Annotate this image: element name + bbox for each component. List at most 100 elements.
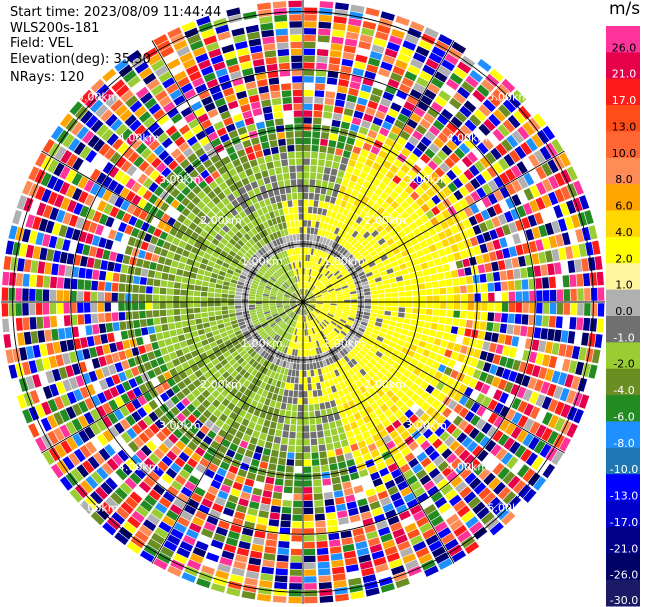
velocity-cell xyxy=(207,462,219,473)
velocity-cell xyxy=(28,230,38,244)
velocity-cell xyxy=(296,321,299,329)
velocity-cell xyxy=(203,521,216,532)
velocity-cell xyxy=(147,269,156,278)
velocity-cell xyxy=(65,472,79,487)
velocity-cell xyxy=(514,372,525,385)
velocity-cell xyxy=(342,310,350,315)
velocity-cell xyxy=(363,382,372,391)
velocity-cell xyxy=(238,54,251,64)
velocity-cell xyxy=(366,340,374,347)
velocity-cell xyxy=(146,513,161,526)
velocity-cell xyxy=(359,210,367,219)
velocity-cell xyxy=(277,336,283,343)
velocity-cell xyxy=(386,329,394,336)
velocity-cell xyxy=(516,386,527,399)
velocity-cell xyxy=(329,307,336,311)
velocity-cell xyxy=(137,198,148,209)
velocity-cell xyxy=(463,206,474,218)
velocity-cell xyxy=(84,280,92,290)
velocity-cell xyxy=(353,262,360,269)
velocity-cell xyxy=(275,429,283,437)
velocity-cell xyxy=(55,381,66,395)
velocity-cell xyxy=(228,290,236,295)
velocity-cell xyxy=(163,438,174,449)
velocity-cell xyxy=(327,232,334,240)
velocity-cell xyxy=(295,144,303,152)
velocity-cell xyxy=(173,253,182,262)
velocity-cell xyxy=(319,323,325,330)
velocity-cell xyxy=(318,284,324,289)
velocity-cell xyxy=(190,349,199,358)
velocity-cell xyxy=(283,250,288,258)
velocity-cell xyxy=(292,521,303,528)
velocity-cell xyxy=(321,268,327,275)
velocity-cell xyxy=(165,194,175,205)
velocity-cell xyxy=(214,496,226,507)
velocity-cell xyxy=(254,324,262,329)
velocity-cell xyxy=(430,378,439,388)
velocity-cell xyxy=(350,174,359,183)
velocity-cell xyxy=(365,587,380,597)
velocity-cells xyxy=(1,0,605,604)
velocity-cell xyxy=(309,186,315,193)
velocity-cell xyxy=(171,260,179,268)
velocity-cell xyxy=(214,306,222,311)
velocity-cell xyxy=(298,322,301,329)
velocity-cell xyxy=(509,149,521,163)
velocity-cell xyxy=(357,155,367,164)
velocity-cell xyxy=(102,249,111,260)
velocity-cell xyxy=(287,271,292,278)
velocity-cell xyxy=(397,540,411,551)
velocity-cell xyxy=(245,514,257,523)
velocity-cell xyxy=(399,375,408,384)
velocity-cell xyxy=(176,412,187,423)
velocity-cell xyxy=(296,335,300,343)
velocity-cell xyxy=(398,83,411,94)
velocity-cell xyxy=(340,200,347,208)
velocity-cell xyxy=(314,97,324,104)
velocity-cell xyxy=(281,338,287,346)
velocity-cell xyxy=(535,197,546,210)
velocity-cell xyxy=(332,161,340,170)
velocity-cell xyxy=(207,190,217,200)
velocity-cell xyxy=(184,367,194,376)
velocity-cell xyxy=(363,365,371,373)
velocity-cell xyxy=(281,251,286,258)
velocity-cell xyxy=(77,176,89,189)
velocity-cell xyxy=(308,306,314,311)
velocity-cell xyxy=(106,458,119,471)
velocity-cell xyxy=(276,319,283,325)
velocity-cell xyxy=(516,205,527,218)
velocity-cell xyxy=(216,394,225,403)
velocity-cell xyxy=(139,285,146,294)
velocity-cell xyxy=(306,227,311,234)
velocity-cell xyxy=(212,251,220,258)
velocity-cell xyxy=(577,303,584,316)
velocity-cell xyxy=(224,321,232,327)
velocity-cell xyxy=(344,275,352,280)
velocity-cell xyxy=(303,302,305,308)
velocity-cell xyxy=(111,241,120,252)
velocity-cell xyxy=(542,411,553,426)
velocity-cell xyxy=(313,334,318,341)
velocity-cell xyxy=(289,424,296,432)
velocity-cell xyxy=(277,180,285,188)
velocity-cell xyxy=(195,83,208,94)
velocity-cell xyxy=(292,234,297,241)
velocity-cell xyxy=(385,196,394,205)
velocity-cell xyxy=(114,104,128,117)
velocity-cell xyxy=(101,226,111,238)
velocity-cell xyxy=(535,409,547,423)
velocity-cell xyxy=(278,223,284,231)
velocity-cell xyxy=(303,363,307,370)
velocity-cell xyxy=(331,190,339,198)
velocity-cell xyxy=(142,177,154,189)
velocity-cell xyxy=(390,72,403,83)
velocity-cell xyxy=(283,486,293,494)
velocity-cell xyxy=(310,320,314,327)
velocity-cell xyxy=(424,374,433,384)
velocity-cell xyxy=(333,337,340,345)
velocity-cell xyxy=(266,470,276,478)
velocity-cell xyxy=(474,431,486,444)
velocity-cell xyxy=(223,117,234,127)
